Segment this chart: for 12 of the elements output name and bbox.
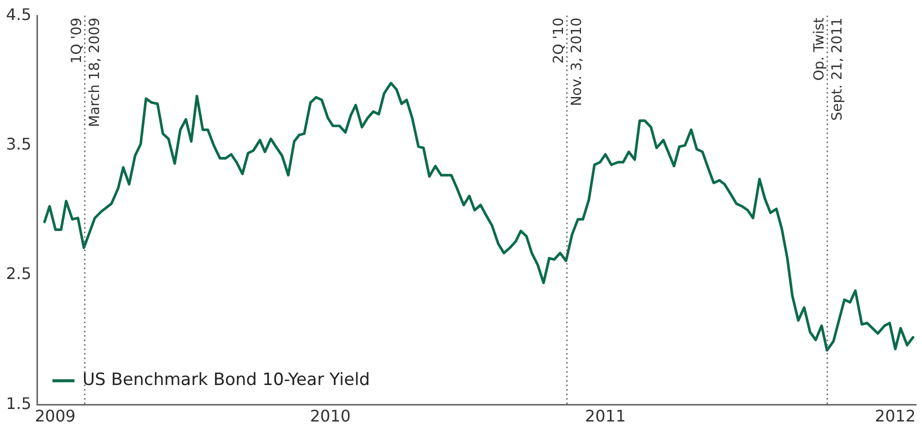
x-tick-label: 2012 (874, 406, 916, 426)
y-tick-label: 4.5 (6, 4, 32, 24)
legend-label: US Benchmark Bond 10-Year Yield (82, 370, 370, 390)
ref-line-label: 2Q '10 Nov. 3, 2010 (550, 18, 585, 106)
ref-line-label: Op. Twist Sept. 21, 2011 (811, 17, 846, 121)
x-tick-label: 2010 (310, 406, 351, 426)
ref-line-label: 1Q '09 March 18, 2009 (68, 18, 103, 128)
y-tick-label: 1.5 (6, 394, 32, 413)
x-tick-label: 2009 (34, 406, 76, 426)
y-tick-label: 3.5 (6, 134, 32, 154)
x-tick-label: 2011 (585, 406, 626, 426)
y-tick-label: 2.5 (6, 264, 32, 284)
